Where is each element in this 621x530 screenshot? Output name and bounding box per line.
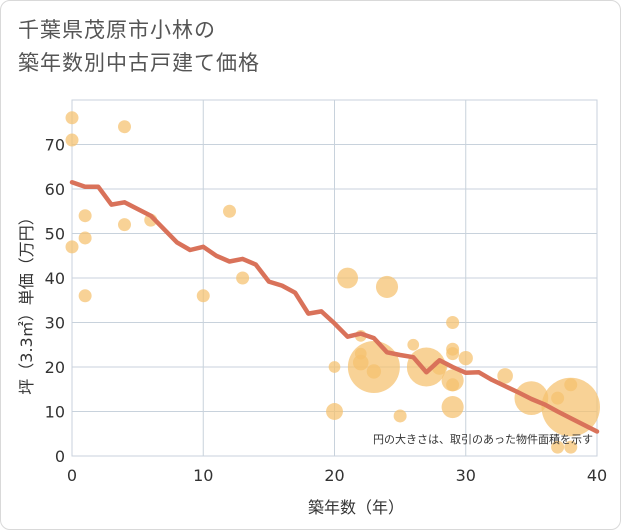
tick-labels: 0 10 20 30 40 0 10 20 30 40 50 60 70 <box>45 136 608 486</box>
y-tick-label: 20 <box>45 358 65 377</box>
data-bubble <box>118 218 131 232</box>
data-bubble <box>196 289 210 303</box>
trend-line-group <box>69 180 600 434</box>
data-bubble <box>375 275 399 298</box>
data-bubble <box>65 133 79 147</box>
data-bubble <box>236 271 250 285</box>
trend-line <box>69 180 600 434</box>
data-bubble <box>441 396 464 419</box>
x-tick-label: 0 <box>67 466 77 485</box>
data-bubble <box>446 378 460 392</box>
x-tick-label: 20 <box>324 466 344 485</box>
x-axis-label: 築年数（年） <box>308 498 404 517</box>
x-tick-label: 30 <box>456 466 476 485</box>
data-bubble <box>497 368 513 384</box>
data-bubble <box>78 289 92 303</box>
y-tick-label: 0 <box>55 447 65 466</box>
data-bubble <box>541 377 600 437</box>
data-bubble <box>328 361 341 373</box>
data-bubble <box>446 347 460 361</box>
chart-title-line-1: 千葉県茂原市小林の <box>18 18 216 42</box>
y-tick-label: 30 <box>45 314 65 333</box>
data-bubble <box>393 409 407 423</box>
data-bubble <box>223 204 236 218</box>
y-tick-label: 60 <box>45 180 65 199</box>
bubble-size-note: 円の大きさは、取引のあった物件面積を示す <box>373 432 593 446</box>
data-bubble <box>366 364 382 379</box>
y-axis-label: 坪（3.3㎡）単価（万円） <box>17 209 36 394</box>
data-bubble <box>551 440 565 454</box>
data-bubble <box>65 111 79 125</box>
chart-title: 千葉県茂原市小林の 築年数別中古戸建て価格 <box>18 14 260 80</box>
y-tick-label: 10 <box>45 403 65 422</box>
data-bubble <box>78 231 92 245</box>
data-bubble <box>65 240 79 254</box>
data-bubbles <box>65 111 600 454</box>
data-bubble <box>458 350 473 366</box>
data-bubble <box>446 316 460 329</box>
y-tick-label: 70 <box>45 136 65 155</box>
y-tick-label: 50 <box>45 225 65 244</box>
data-bubble <box>407 338 420 351</box>
x-tick-label: 40 <box>587 466 607 485</box>
data-bubble <box>78 209 92 223</box>
data-bubble <box>564 440 578 454</box>
x-tick-label: 10 <box>193 466 213 485</box>
data-bubble <box>406 347 446 387</box>
chart-title-line-2: 築年数別中古戸建て価格 <box>18 51 260 75</box>
y-tick-label: 40 <box>45 269 65 288</box>
data-bubble <box>337 267 359 289</box>
data-bubble <box>326 403 343 420</box>
data-bubble <box>118 120 131 134</box>
